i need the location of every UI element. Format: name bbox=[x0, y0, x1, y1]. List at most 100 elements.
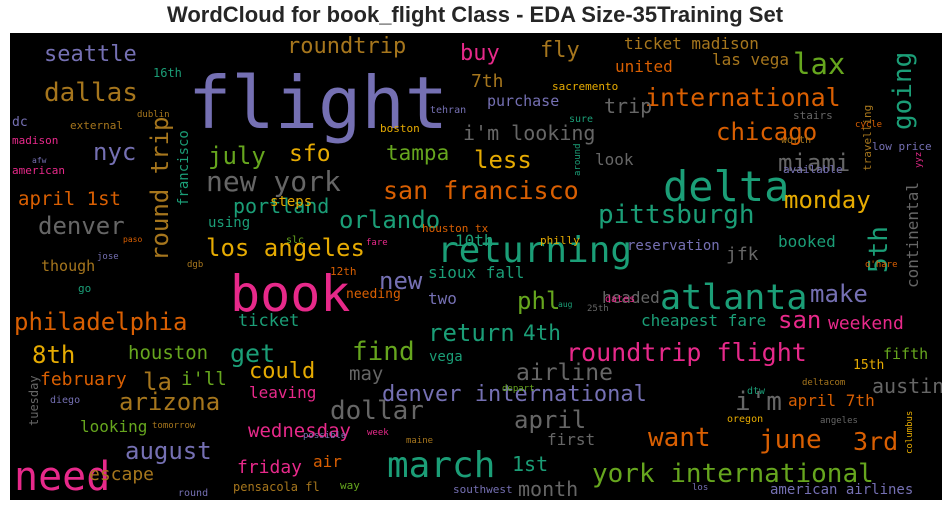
cloud-word: paso bbox=[123, 235, 143, 244]
cloud-word: 10th bbox=[455, 231, 494, 250]
cloud-word: go bbox=[78, 282, 92, 295]
cloud-word: dallas bbox=[44, 78, 138, 108]
cloud-word: want bbox=[648, 423, 711, 453]
cloud-word: looking bbox=[80, 417, 148, 436]
cloud-word: los angeles bbox=[206, 234, 365, 262]
cloud-word: air bbox=[313, 452, 342, 471]
cloud-word: orlando bbox=[339, 206, 441, 234]
cloud-word: worth bbox=[781, 135, 812, 146]
cloud-word: angeles bbox=[820, 416, 858, 426]
cloud-word: round trip bbox=[146, 116, 174, 262]
cloud-word: april 7th bbox=[788, 391, 875, 410]
cloud-word: stairs bbox=[793, 109, 833, 122]
cloud-word: philly bbox=[540, 234, 580, 247]
cloud-word: pittsburgh bbox=[598, 200, 755, 230]
cloud-word: going bbox=[888, 51, 918, 130]
cloud-word: book bbox=[230, 265, 351, 323]
cloud-word: deltacom bbox=[802, 378, 846, 388]
cloud-word: atlanta bbox=[660, 278, 808, 318]
cloud-word: return bbox=[428, 319, 515, 347]
cloud-word: april bbox=[514, 406, 587, 434]
cloud-word: trip bbox=[604, 94, 653, 118]
cloud-word: roundtrip flight bbox=[566, 338, 807, 367]
cloud-word: yyz bbox=[914, 151, 924, 168]
cloud-word: jose bbox=[97, 252, 119, 262]
cloud-word: delta bbox=[663, 162, 790, 211]
cloud-word: york international bbox=[592, 459, 874, 489]
cloud-word: san bbox=[778, 306, 822, 334]
cloud-word: fifth bbox=[883, 345, 929, 363]
cloud-word: available bbox=[783, 163, 843, 176]
cloud-word: columbus bbox=[905, 410, 915, 454]
cloud-word: first bbox=[547, 430, 596, 449]
cloud-word: airline bbox=[516, 360, 613, 386]
cloud-word: nyc bbox=[93, 138, 137, 166]
cloud-word: sfo bbox=[289, 141, 331, 167]
cloud-word: 15th bbox=[853, 358, 885, 373]
cloud-word: international bbox=[645, 83, 841, 112]
cloud-word: march bbox=[387, 445, 496, 486]
cloud-word: april 1st bbox=[18, 188, 121, 210]
cloud-word: 1st bbox=[512, 452, 549, 476]
cloud-word: july bbox=[208, 142, 266, 170]
cloud-word: american bbox=[12, 164, 65, 177]
cloud-word: san francisco bbox=[383, 176, 579, 205]
cloud-word: houston tx bbox=[422, 222, 489, 235]
cloud-word: escape bbox=[89, 464, 155, 485]
cloud-word: find bbox=[352, 337, 415, 367]
cloud-word: tampa bbox=[386, 141, 450, 165]
cloud-word: dates bbox=[605, 294, 636, 305]
cloud-word: ticket madison bbox=[624, 34, 759, 53]
cloud-word: i'm looking bbox=[463, 121, 596, 145]
cloud-word: new bbox=[379, 267, 423, 295]
cloud-word: sioux fall bbox=[428, 263, 525, 282]
cloud-word: philadelphia bbox=[14, 308, 188, 336]
cloud-word: sacremento bbox=[552, 80, 619, 93]
cloud-word: less bbox=[474, 146, 532, 174]
cloud-word: wednesday bbox=[248, 420, 351, 442]
cloud-word: two bbox=[428, 289, 457, 308]
cloud-word: united bbox=[615, 57, 673, 76]
cloud-word: ticket bbox=[238, 311, 300, 331]
cloud-word: maine bbox=[406, 436, 434, 446]
cloud-word: friday bbox=[237, 457, 303, 478]
cloud-word: tomorrow bbox=[152, 421, 196, 431]
cloud-word: booked bbox=[778, 232, 836, 251]
cloud-word: chicago bbox=[716, 118, 818, 146]
cloud-word: boston bbox=[380, 122, 420, 135]
cloud-word: los bbox=[692, 483, 709, 493]
cloud-word: madison bbox=[12, 134, 59, 147]
cloud-word: austin bbox=[872, 374, 942, 398]
cloud-word: depart bbox=[502, 384, 535, 394]
cloud-word: june bbox=[759, 425, 822, 455]
cloud-word: slc bbox=[286, 235, 305, 246]
cloud-word: la bbox=[143, 368, 172, 396]
cloud-word: cycle bbox=[855, 120, 883, 130]
word-cloud: flight book delta returning atlanta march need… bbox=[10, 33, 942, 500]
cloud-word: dc bbox=[12, 115, 28, 130]
cloud-word: buy bbox=[460, 41, 500, 66]
cloud-word: vega bbox=[429, 349, 463, 365]
cloud-word: afw bbox=[32, 156, 47, 165]
cloud-word: steps bbox=[270, 194, 313, 210]
cloud-word: fly bbox=[540, 38, 580, 63]
cloud-word: diego bbox=[50, 395, 81, 406]
cloud-word: 12th bbox=[330, 265, 357, 278]
cloud-word: 3rd bbox=[853, 427, 899, 456]
cloud-word: 4th bbox=[523, 321, 561, 345]
cloud-word: travelling bbox=[861, 104, 874, 171]
cloud-word: needing bbox=[346, 287, 401, 302]
cloud-word: purchase bbox=[487, 92, 560, 110]
cloud-word: jfk bbox=[726, 244, 759, 265]
cloud-word: leaving bbox=[249, 383, 317, 402]
cloud-word: dublin bbox=[137, 110, 170, 120]
cloud-word: aug bbox=[558, 300, 573, 309]
chart-title: WordCloud for book_flight Class - EDA Si… bbox=[166, 2, 784, 27]
cloud-word: weekend bbox=[828, 313, 904, 334]
cloud-word: american airlines bbox=[770, 482, 914, 498]
cloud-word: denver bbox=[38, 212, 125, 240]
cloud-word: monday bbox=[784, 186, 871, 214]
cloud-word: low price bbox=[872, 140, 932, 153]
cloud-word: headed bbox=[602, 288, 660, 307]
cloud-word: may bbox=[349, 363, 384, 385]
